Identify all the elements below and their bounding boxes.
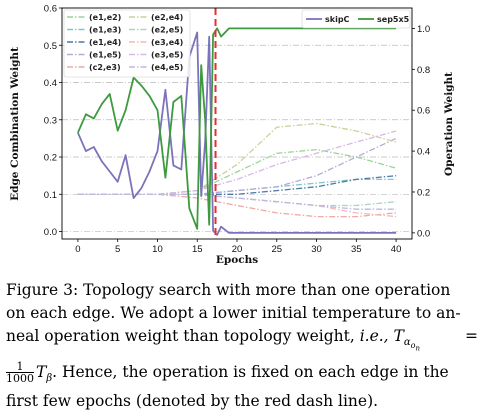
caption-text-3a: neal operation weight than topology weig… [6, 327, 360, 345]
edge-series-line-1 [77, 178, 397, 195]
op-legend-label-skipC: skipC [325, 15, 350, 24]
x-tick-label-3: 15 [192, 244, 203, 255]
y-right-tick-label-4: 0.8 [417, 65, 430, 76]
caption-line-2: on each edge. We adopt a lower initial t… [6, 304, 461, 322]
edge-series-line-9 [77, 193, 397, 210]
op-legend: skipC sep5x5 [301, 9, 411, 29]
edge-series-line-5 [77, 122, 397, 195]
y-axis-label-left: Edge Combination Weight [9, 47, 21, 201]
op-series-line-skipC [77, 31, 397, 236]
edge-legend-label-4: (c2,e3) [89, 63, 121, 72]
caption-sub-o: o [410, 341, 416, 351]
y-right-tick-label-0: 0.0 [417, 228, 430, 239]
edge-legend-label-7: (e3,e4) [151, 38, 183, 47]
y-left-tick-label-1: 0.1 [44, 190, 57, 201]
edge-legend-label-9: (e4,e5) [151, 63, 183, 72]
y-left-tick-label-3: 0.3 [44, 115, 57, 126]
y-left-tick-label-6: 0.6 [44, 4, 57, 15]
edge-legend-label-5: (e2,e4) [151, 13, 183, 22]
y-left-tick-label-4: 0.4 [44, 78, 57, 89]
y-ticks-left: 0.0 0.1 0.2 0.3 0.4 0.5 0.6 [44, 4, 62, 238]
caption-eq: = [465, 327, 478, 345]
x-tick-label-6: 30 [311, 244, 322, 255]
caption-frac-den: 1000 [6, 372, 34, 386]
caption-line-5: first few epochs (denoted by the red das… [6, 391, 379, 410]
y-axis-label-right: Operation Weight [443, 72, 455, 176]
x-tick-label-5: 25 [271, 244, 282, 255]
edge-legend-label-0: (e1,e2) [89, 13, 121, 22]
edge-legend-box [63, 9, 191, 78]
figure-caption: Figure 3: Topology search with more than… [6, 279, 478, 413]
edge-series-line-3 [77, 137, 397, 195]
edge-legend-label-8: (e3,e5) [151, 51, 183, 60]
chart: 0 5 10 15 20 25 30 35 40 0.0 0.1 0.2 0.3 0.4 0.5 0.6 0… [9, 4, 455, 267]
y-left-tick-label-5: 0.5 [44, 41, 57, 52]
x-tick-label-1: 5 [115, 244, 120, 255]
caption-sub-n: n [415, 344, 420, 353]
edge-series-line-8 [77, 130, 397, 195]
caption-text-4b: . Hence, the operation is fixed on each … [52, 362, 449, 381]
edge-series-line-7 [77, 193, 397, 218]
x-axis-label: Epochs [216, 254, 258, 266]
edge-lines [77, 122, 397, 218]
x-tick-label-2: 10 [152, 244, 163, 255]
edge-series-line-2 [77, 175, 397, 195]
caption-line-1: Figure 3: Topology search with more than… [6, 281, 451, 299]
caption-line-3: neal operation weight than topology weig… [6, 325, 478, 361]
edge-series-line-6 [77, 193, 397, 207]
y-left-tick-label-0: 0.0 [44, 227, 57, 238]
op-series-line-sep5x5 [77, 27, 397, 230]
caption-t: T [388, 327, 404, 345]
caption-line-4: 1 1000 Tβ. Hence, the operation is fixed o… [6, 361, 478, 390]
y-ticks-right: 0.0 0.2 0.4 0.6 0.8 1.0 [412, 24, 430, 239]
x-tick-label-7: 35 [351, 244, 362, 255]
op-lines [77, 27, 397, 236]
edge-series-line-0 [77, 148, 397, 195]
caption-t-beta: T [36, 362, 47, 381]
op-legend-box [301, 9, 411, 29]
edge-legend: (e1,e2) (e1,e3) (e1,e4) (e1,e5) (c2,e3) (e2,e… [63, 9, 191, 78]
caption-frac-num: 1 [6, 361, 34, 374]
caption-sub-alpha: α [403, 337, 411, 349]
x-tick-label-8: 40 [391, 244, 402, 255]
op-legend-label-sep5x5: sep5x5 [377, 15, 410, 24]
y-right-tick-label-2: 0.4 [417, 147, 430, 158]
x-tick-label-0: 0 [75, 244, 80, 255]
y-right-tick-label-5: 1.0 [417, 24, 430, 35]
edge-series-line-4 [77, 193, 397, 218]
y-left-tick-label-2: 0.2 [44, 153, 57, 164]
edge-legend-label-2: (e1,e4) [89, 38, 121, 47]
caption-ie: i.e., [359, 327, 389, 345]
x-tick-label-4: 20 [232, 244, 243, 255]
y-right-tick-label-3: 0.6 [417, 106, 430, 117]
caption-sub-beta: β [46, 372, 53, 384]
edge-legend-label-1: (e1,e3) [89, 26, 121, 35]
x-ticks: 0 5 10 15 20 25 30 35 40 [75, 239, 401, 255]
edge-legend-label-6: (e2,e5) [151, 26, 183, 35]
edge-legend-label-3: (e1,e5) [89, 51, 121, 60]
y-right-tick-label-1: 0.2 [417, 187, 430, 198]
